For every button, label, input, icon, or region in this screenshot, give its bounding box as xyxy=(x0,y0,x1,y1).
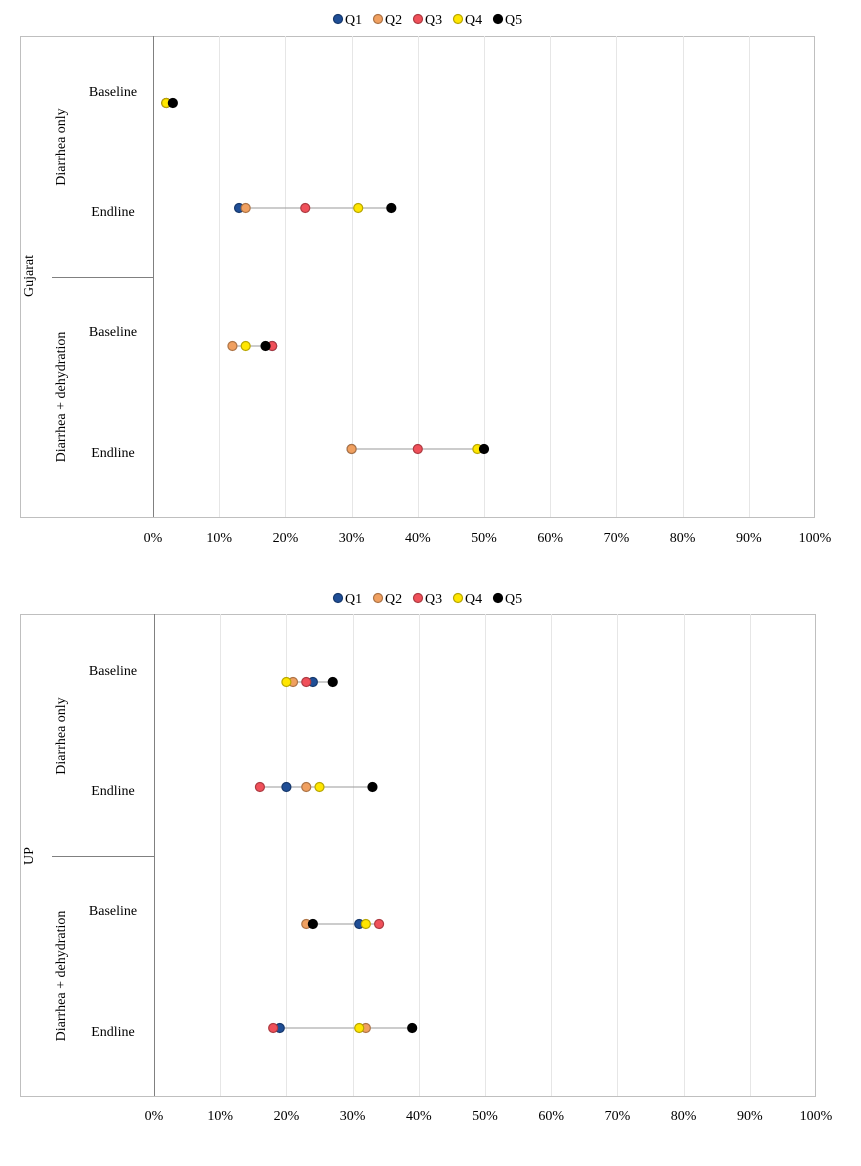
category-label: Endline xyxy=(91,784,135,799)
category-label: Baseline xyxy=(89,904,137,919)
x-tick-label: 80% xyxy=(670,531,696,546)
legend: Q1 Q2 Q3 Q4 Q5 xyxy=(332,592,522,607)
legend-label-q5: Q5 xyxy=(505,13,522,28)
data-point-q5 xyxy=(327,676,338,688)
data-point-q4 xyxy=(240,340,251,352)
data-point-q3 xyxy=(373,918,385,930)
legend-label-q4: Q4 xyxy=(465,592,482,607)
x-tick-label: 20% xyxy=(274,1109,300,1124)
legend-label-q1: Q1 xyxy=(345,592,362,607)
data-point-q3 xyxy=(254,781,266,793)
legend-label-q5: Q5 xyxy=(505,592,522,607)
x-tick-label: 70% xyxy=(604,531,630,546)
legend: Q1 Q2 Q3 Q4 Q5 xyxy=(332,13,522,28)
group-label: Diarrhea + dehydration xyxy=(54,332,69,463)
data-point-q5 xyxy=(407,1022,418,1034)
x-tick-label: 10% xyxy=(207,1109,233,1124)
data-point-q3 xyxy=(300,202,311,214)
legend-marker-q4 xyxy=(452,592,464,604)
x-tick-label: 90% xyxy=(736,531,762,546)
data-point-q4 xyxy=(314,781,325,793)
data-point-q4 xyxy=(353,202,364,214)
data-point-q2 xyxy=(301,781,312,793)
legend-label-q3: Q3 xyxy=(425,592,442,607)
data-point-q5 xyxy=(478,443,490,455)
data-point-q2 xyxy=(240,202,251,214)
legend-marker-q3 xyxy=(412,592,424,604)
group-label: Diarrhea + dehydration xyxy=(54,911,69,1042)
data-point-q1 xyxy=(281,781,292,793)
x-tick-label: 90% xyxy=(737,1109,763,1124)
x-tick-label: 50% xyxy=(472,1109,498,1124)
category-label: Baseline xyxy=(89,85,137,100)
data-point-q5 xyxy=(260,340,271,352)
legend-label-q4: Q4 xyxy=(465,13,482,28)
legend-marker-q1 xyxy=(332,592,344,604)
legend-marker-q5 xyxy=(492,13,504,25)
legend-marker-q2 xyxy=(372,592,384,604)
legend-label-q1: Q1 xyxy=(345,13,362,28)
x-tick-label: 10% xyxy=(206,531,232,546)
x-tick-label: 30% xyxy=(339,531,365,546)
data-point-q2 xyxy=(227,340,238,352)
x-tick-label: 20% xyxy=(273,531,299,546)
category-label: Endline xyxy=(91,205,135,220)
plot-frame xyxy=(20,36,815,518)
data-point-q3 xyxy=(301,676,312,688)
data-point-q4 xyxy=(360,918,371,930)
data-point-q2 xyxy=(346,443,357,455)
legend-label-q2: Q2 xyxy=(385,592,402,607)
x-tick-label: 50% xyxy=(471,531,497,546)
x-tick-label: 70% xyxy=(605,1109,631,1124)
x-tick-label: 40% xyxy=(406,1109,432,1124)
x-tick-label: 100% xyxy=(799,531,832,546)
data-point-q5 xyxy=(367,781,378,793)
x-tick-label: 60% xyxy=(537,531,563,546)
legend-marker-q5 xyxy=(492,592,504,604)
data-point-q4 xyxy=(354,1022,365,1034)
category-label: Endline xyxy=(91,1025,135,1040)
group-label: Diarrhea only xyxy=(54,697,69,774)
category-label: Endline xyxy=(91,446,135,461)
region-label: Gujarat xyxy=(22,255,37,297)
data-point-q5 xyxy=(167,97,178,109)
x-tick-label: 80% xyxy=(671,1109,697,1124)
chart-panel-up: Q1 Q2 Q3 Q4 Q5 0% 10% 20% 30% 40% 50% 60% 70% 80% 90% 1… xyxy=(20,592,833,1124)
chart-panel-gujarat: Q1 Q2 Q3 Q4 Q5 0% 10% 20% 30% 40% 50% 60% 70% 80% 90% 1… xyxy=(20,13,832,546)
plot-frame xyxy=(20,614,816,1097)
x-tick-label: 40% xyxy=(405,531,431,546)
x-tick-label: 60% xyxy=(538,1109,564,1124)
category-label: Baseline xyxy=(89,325,137,340)
legend-label-q2: Q2 xyxy=(385,13,402,28)
legend-marker-q1 xyxy=(332,13,344,25)
data-point-q5 xyxy=(307,918,318,930)
x-tick-label: 30% xyxy=(340,1109,366,1124)
data-point-q5 xyxy=(386,202,397,214)
legend-marker-q2 xyxy=(372,13,384,25)
data-point-q4 xyxy=(281,676,292,688)
legend-marker-q4 xyxy=(452,13,464,25)
legend-label-q3: Q3 xyxy=(425,13,442,28)
data-point-q3 xyxy=(412,443,423,455)
x-tick-label: 0% xyxy=(144,531,163,546)
region-label: UP xyxy=(22,847,37,865)
data-point-q3 xyxy=(268,1022,279,1034)
legend-marker-q3 xyxy=(412,13,424,25)
group-label: Diarrhea only xyxy=(54,108,69,185)
category-label: Baseline xyxy=(89,664,137,679)
x-tick-label: 100% xyxy=(800,1109,833,1124)
x-tick-label: 0% xyxy=(145,1109,164,1124)
